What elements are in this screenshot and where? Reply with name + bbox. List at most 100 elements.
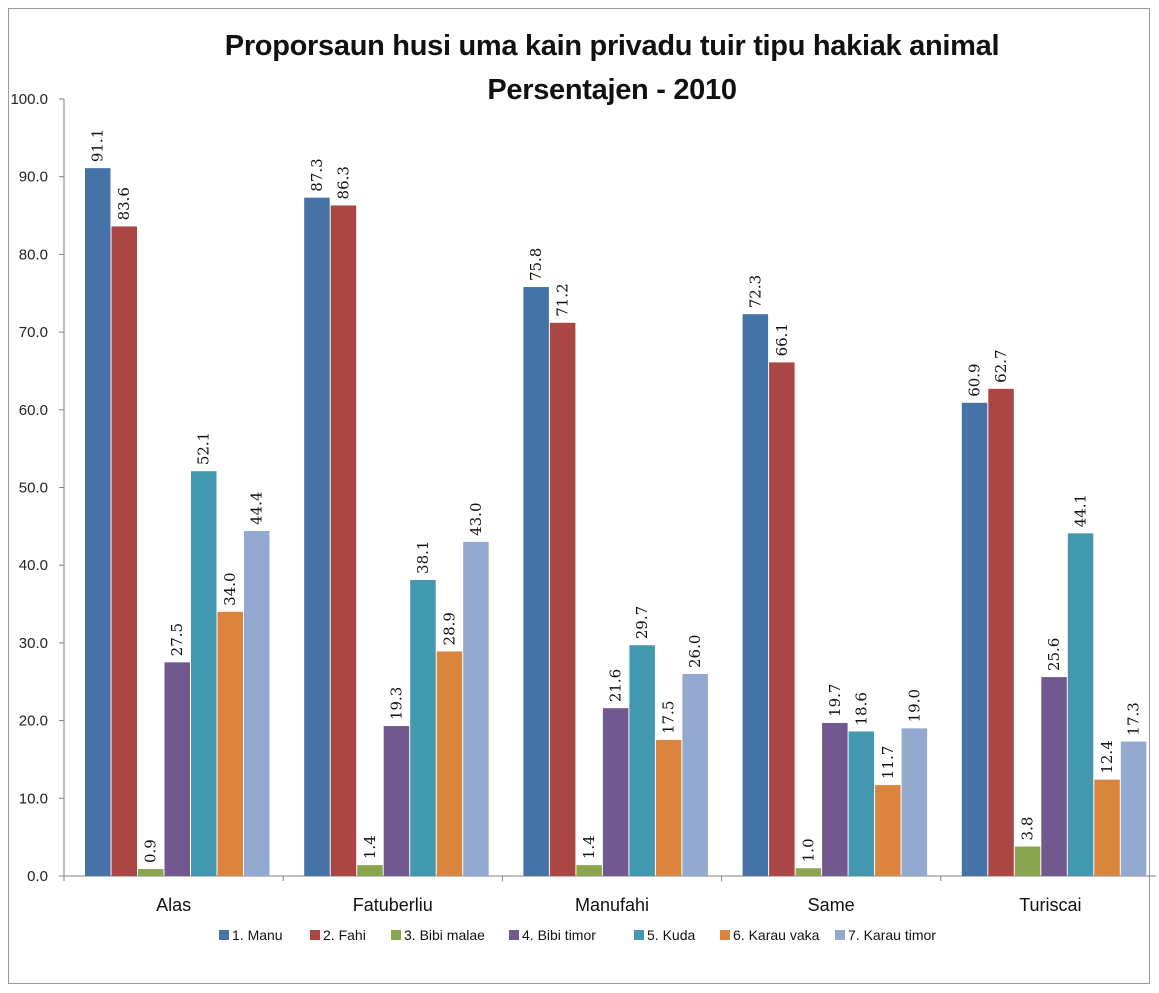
bar: [410, 579, 436, 876]
y-tick-label: 50.0: [19, 480, 48, 497]
data-label: 1.4: [580, 835, 598, 859]
data-label: 27.5: [168, 623, 186, 656]
legend-swatch: [391, 930, 401, 940]
y-tick-label: 40.0: [19, 557, 48, 574]
y-tick-label: 70.0: [19, 324, 48, 341]
bar: [217, 611, 243, 876]
legend-swatch: [720, 930, 730, 940]
data-label: 43.0: [467, 502, 485, 535]
bar: [436, 651, 463, 876]
y-tick-label: 100.0: [10, 91, 48, 108]
legend-label: 5. Kuda: [647, 927, 695, 943]
data-label: 72.3: [746, 275, 764, 308]
data-label: 0.9: [142, 839, 160, 863]
legend-label: 3. Bibi malae: [404, 927, 485, 943]
legend-swatch: [835, 930, 845, 940]
chart-title: Proporsaun husi uma kain privadu tuir ti…: [224, 30, 1000, 62]
data-label: 52.1: [195, 432, 213, 465]
data-label: 28.9: [440, 612, 458, 645]
data-label: 19.0: [905, 689, 923, 722]
bar: [1120, 741, 1147, 876]
data-label: 44.1: [1072, 494, 1090, 527]
bar: [822, 722, 848, 876]
bar: [629, 645, 655, 876]
bar: [1014, 846, 1041, 876]
bar: [191, 471, 217, 876]
data-label: 34.0: [221, 572, 239, 605]
legend-label: 4. Bibi timor: [522, 927, 596, 943]
y-tick-label: 10.0: [19, 790, 48, 807]
legend-swatch: [509, 930, 519, 940]
bar: [304, 197, 330, 876]
data-label: 3.8: [1019, 817, 1037, 841]
y-tick-label: 0.0: [27, 868, 48, 885]
bar: [357, 865, 383, 876]
bar: [1041, 677, 1067, 876]
bar: [961, 402, 988, 876]
data-label: 91.1: [89, 129, 107, 162]
bar: [383, 726, 410, 876]
data-label: 75.8: [527, 248, 545, 281]
data-label: 25.6: [1045, 638, 1063, 671]
chart-subtitle: Persentajen - 2010: [487, 74, 737, 106]
bar: [164, 662, 190, 876]
legend-label: 2. Fahi: [323, 927, 366, 943]
legend-swatch: [219, 930, 229, 940]
bar: [742, 314, 769, 876]
bar: [1067, 533, 1094, 876]
bar: [875, 785, 901, 876]
x-category-label: Fatuberliu: [353, 895, 433, 915]
legend-swatch: [310, 930, 320, 940]
data-label: 17.3: [1125, 702, 1143, 735]
bar: [682, 673, 708, 876]
bar: [1094, 779, 1120, 876]
legend-swatch: [634, 930, 644, 940]
data-label: 44.4: [248, 492, 266, 525]
data-label: 60.9: [966, 363, 984, 396]
y-tick-label: 90.0: [19, 169, 48, 186]
x-category-label: Alas: [156, 895, 191, 915]
data-label: 1.4: [361, 835, 379, 859]
data-label: 83.6: [115, 187, 133, 220]
data-label: 18.6: [852, 692, 870, 725]
data-label: 19.7: [826, 684, 844, 717]
bar: [330, 205, 357, 877]
y-tick-label: 60.0: [19, 402, 48, 419]
data-label: 87.3: [308, 158, 326, 191]
legend-label: 1. Manu: [232, 927, 283, 943]
data-label: 29.7: [633, 606, 651, 639]
data-label: 17.5: [660, 701, 678, 734]
chart-frame: [8, 8, 1150, 984]
bar: [111, 226, 137, 877]
bar: [795, 868, 822, 876]
data-label: 71.2: [554, 283, 572, 316]
y-tick-label: 80.0: [19, 246, 48, 263]
data-label: 38.1: [414, 541, 432, 574]
data-label: 66.1: [773, 323, 791, 356]
bar: [602, 708, 629, 876]
bar: [769, 362, 795, 876]
legend-label: 7. Karau timor: [848, 927, 936, 943]
bar: [988, 388, 1014, 876]
bar: [576, 865, 602, 876]
data-label: 19.3: [387, 687, 405, 720]
data-label: 11.7: [879, 746, 897, 779]
bar: [463, 541, 489, 876]
bar: [901, 728, 928, 876]
bar: [244, 531, 270, 876]
data-label: 21.6: [607, 669, 625, 702]
data-label: 26.0: [686, 635, 704, 668]
bar: [549, 322, 576, 876]
bar: [85, 168, 111, 876]
y-tick-label: 30.0: [19, 635, 48, 652]
bar: [848, 731, 875, 876]
x-category-label: Same: [808, 895, 855, 915]
legend-label: 6. Karau vaka: [733, 927, 820, 943]
x-category-label: Manufahi: [575, 895, 649, 915]
bar: [655, 740, 682, 876]
data-label: 62.7: [992, 349, 1010, 382]
bar: [523, 287, 549, 876]
data-label: 86.3: [334, 166, 352, 199]
